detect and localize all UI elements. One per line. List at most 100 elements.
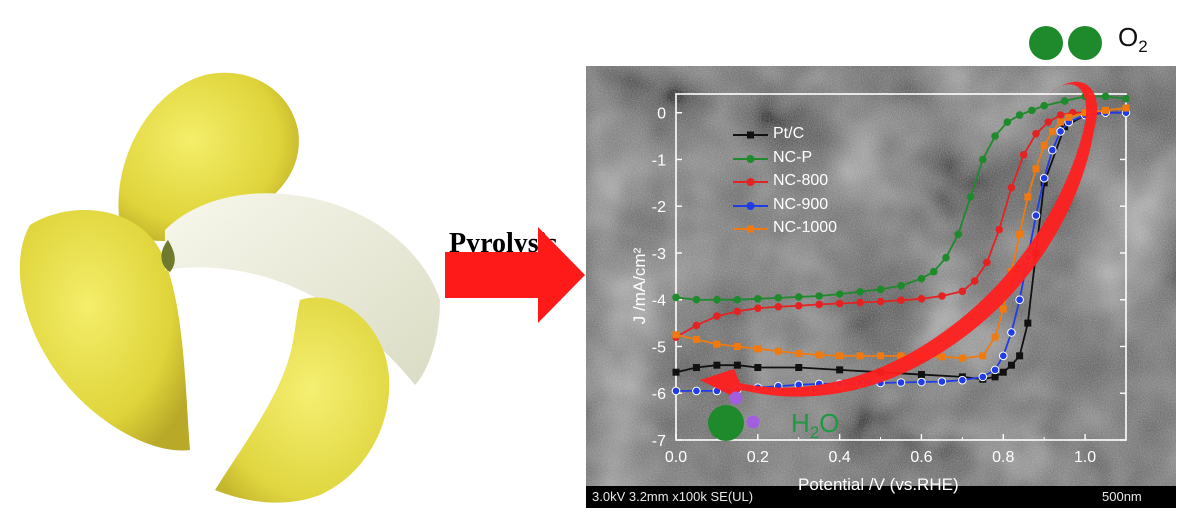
data-point [815, 292, 823, 300]
chart-axes: 0.0 0.2 0.4 0.6 0.8 1.0 0 -1 -2 -3 -4 -5 -6 -7 [652, 93, 1127, 466]
data-point [1040, 101, 1048, 110]
data-point [1016, 352, 1024, 360]
data-point [1016, 230, 1024, 238]
data-point [1032, 129, 1040, 138]
data-point [1048, 127, 1056, 135]
data-point [1044, 118, 1053, 126]
data-point [991, 373, 999, 381]
h2o-hydrogen-atom-top [729, 391, 743, 405]
data-point [1007, 183, 1016, 192]
data-point [979, 352, 987, 360]
data-point [733, 342, 741, 350]
y-tick-label: -2 [652, 199, 666, 216]
series-line [675, 111, 1126, 381]
sem-parameters: 3.0kV 3.2mm x100k SE(UL) [592, 489, 754, 504]
x-tick-label: 0.4 [829, 449, 851, 466]
h2o-hydrogen-atom-right [746, 415, 760, 429]
data-point [1102, 106, 1110, 114]
data-point [754, 364, 762, 372]
x-axis-label: Potential /V (vs.RHE) [798, 475, 959, 494]
data-point [671, 386, 681, 396]
data-point [979, 155, 987, 164]
data-point [917, 294, 926, 303]
data-point [1032, 165, 1040, 173]
series-nc-p [672, 92, 1130, 304]
data-point [795, 364, 803, 372]
data-point [958, 375, 967, 385]
chart-series [671, 92, 1131, 396]
data-point [929, 267, 938, 276]
legend-label: NC-800 [773, 172, 829, 189]
data-point [999, 305, 1007, 313]
y-axis-label: J /mA/cm² [630, 247, 649, 325]
data-point [998, 351, 1008, 361]
data-point [983, 258, 991, 267]
series-nc-800 [672, 108, 1130, 341]
data-point [774, 302, 783, 311]
data-point [754, 345, 762, 353]
y-tick-label: -7 [652, 433, 666, 450]
data-point [1040, 141, 1048, 149]
y-tick-label: -5 [652, 339, 666, 356]
data-point [836, 352, 844, 360]
data-point [937, 377, 947, 386]
data-point [1015, 111, 1024, 119]
data-point [1007, 361, 1015, 369]
y-tick-label: 0 [657, 106, 666, 123]
data-point [815, 300, 823, 309]
data-point [942, 253, 950, 262]
legend-label: Pt/C [773, 125, 805, 142]
data-point [999, 368, 1007, 376]
data-point [835, 290, 844, 298]
data-point [897, 281, 905, 290]
data-point [713, 340, 721, 348]
x-tick-label: 0.8 [992, 449, 1014, 466]
data-point [672, 293, 680, 302]
data-point [876, 285, 885, 294]
data-point [754, 304, 762, 312]
data-point [835, 299, 844, 308]
data-point [774, 294, 783, 302]
x-tick-label: 0.2 [747, 449, 769, 466]
data-point [1065, 113, 1073, 121]
peel-stem [161, 240, 175, 272]
data-point [754, 294, 762, 303]
data-point [970, 277, 979, 285]
data-point [1081, 109, 1089, 117]
y-tick-label: -3 [652, 246, 666, 263]
y-tick-label: -6 [652, 386, 666, 403]
data-point [958, 287, 967, 296]
data-point [692, 335, 700, 343]
series-nc-900 [671, 108, 1131, 396]
grapefruit-peel-illustration [19, 72, 440, 503]
data-point [876, 297, 885, 306]
x-tick-label: 0.0 [665, 449, 687, 466]
o2-atom-right [1068, 26, 1102, 60]
data-point [991, 333, 999, 341]
data-point [692, 321, 701, 330]
data-point [672, 331, 680, 339]
data-point [1019, 150, 1028, 159]
data-point [995, 225, 1003, 234]
peel-bottom [215, 297, 390, 503]
data-point [713, 312, 721, 320]
data-point [958, 354, 966, 362]
data-point [1003, 118, 1012, 126]
h2o-label: H2O [791, 408, 840, 443]
data-point [1024, 319, 1032, 327]
data-point [1122, 94, 1130, 103]
legend-swatch [733, 225, 768, 233]
data-point [733, 295, 742, 304]
data-point [896, 378, 906, 387]
data-point [856, 352, 864, 360]
data-point [795, 350, 803, 357]
data-point [1031, 211, 1041, 220]
data-point [1007, 328, 1016, 337]
legend-label: NC-P [773, 148, 813, 166]
data-point [1040, 179, 1048, 187]
y-tick-label: -1 [652, 152, 666, 169]
data-point [897, 352, 905, 360]
data-point [692, 295, 701, 304]
data-point [1101, 92, 1110, 101]
